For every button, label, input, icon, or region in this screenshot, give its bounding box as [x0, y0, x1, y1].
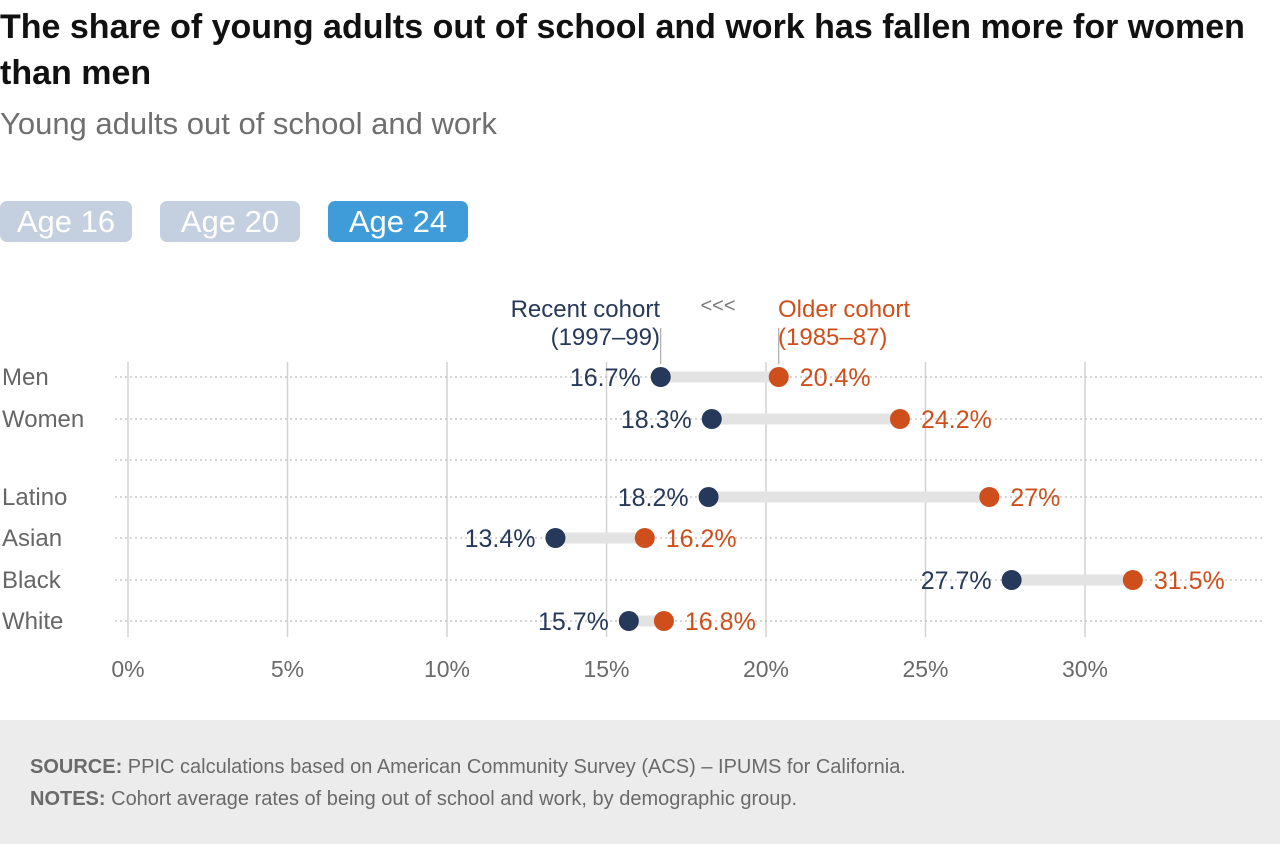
tab-age-20[interactable]: Age 20: [160, 201, 300, 242]
notes-label: NOTES:: [30, 788, 106, 810]
notes-text: Cohort average rates of being out of sch…: [105, 788, 798, 810]
dot-older: [979, 487, 1000, 507]
x-tick-label: 10%: [424, 656, 470, 682]
notes-note: NOTES: Cohort average rates of being out…: [30, 788, 797, 811]
x-tick-label: 15%: [583, 656, 629, 682]
dot-recent: [650, 367, 671, 387]
value-label-older: 16.2%: [666, 525, 737, 553]
source-note: SOURCE: PPIC calculations based on Ameri…: [30, 756, 906, 779]
chart-subtitle: Young adults out of school and work: [0, 106, 497, 141]
dot-recent: [701, 409, 722, 429]
legend-older-years: (1985–87): [778, 324, 887, 351]
value-label-older: 20.4%: [800, 364, 871, 392]
value-label-recent: 18.2%: [618, 484, 689, 512]
legend-older-label: Older cohort: [778, 296, 910, 323]
x-tick-label: 0%: [111, 656, 144, 682]
legend-recent-years: (1997–99): [551, 324, 660, 351]
value-label-older: 27%: [1010, 484, 1060, 512]
value-label-recent: 15.7%: [538, 608, 609, 636]
chart-title: The share of young adults out of school …: [0, 8, 1245, 92]
value-label-recent: 18.3%: [621, 406, 692, 434]
value-label-recent: 13.4%: [465, 525, 536, 553]
dot-older: [653, 611, 674, 631]
dot-older: [634, 528, 655, 548]
source-text: PPIC calculations based on American Comm…: [122, 756, 906, 778]
dumbbell-chart: 0% 5% 10% 15% 20% 25% 30% Recent cohort(1997–99…: [2, 295, 1262, 682]
x-tick-label: 5%: [271, 656, 304, 682]
x-tick-label: 25%: [902, 656, 948, 682]
dot-recent: [545, 528, 566, 548]
dot-recent: [618, 611, 639, 631]
value-label-recent: 27.7%: [921, 567, 992, 595]
legend-recent-label: Recent cohort: [511, 296, 661, 323]
footer: SOURCE: PPIC calculations based on Ameri…: [0, 720, 1280, 844]
category-label: White: [2, 608, 63, 635]
dot-recent: [1001, 570, 1022, 590]
dot-recent: [698, 487, 719, 507]
category-label: Men: [2, 364, 49, 391]
value-label-older: 24.2%: [921, 406, 992, 434]
category-label: Asian: [2, 525, 62, 552]
legend-arrow: <<<: [700, 295, 735, 317]
source-label: SOURCE:: [30, 756, 123, 778]
category-label: Latino: [2, 484, 67, 511]
value-label-recent: 16.7%: [570, 364, 641, 392]
tab-age-24[interactable]: Age 24: [328, 201, 468, 242]
category-label: Black: [2, 567, 62, 594]
value-label-older: 31.5%: [1154, 567, 1225, 595]
tab-age-16[interactable]: Age 16: [0, 201, 132, 242]
dot-older: [1122, 570, 1143, 590]
dot-older: [889, 409, 910, 429]
x-tick-label: 30%: [1062, 656, 1108, 682]
dot-older: [768, 367, 789, 387]
category-label: Women: [2, 406, 84, 433]
value-label-older: 16.8%: [685, 608, 756, 636]
x-tick-label: 20%: [743, 656, 789, 682]
